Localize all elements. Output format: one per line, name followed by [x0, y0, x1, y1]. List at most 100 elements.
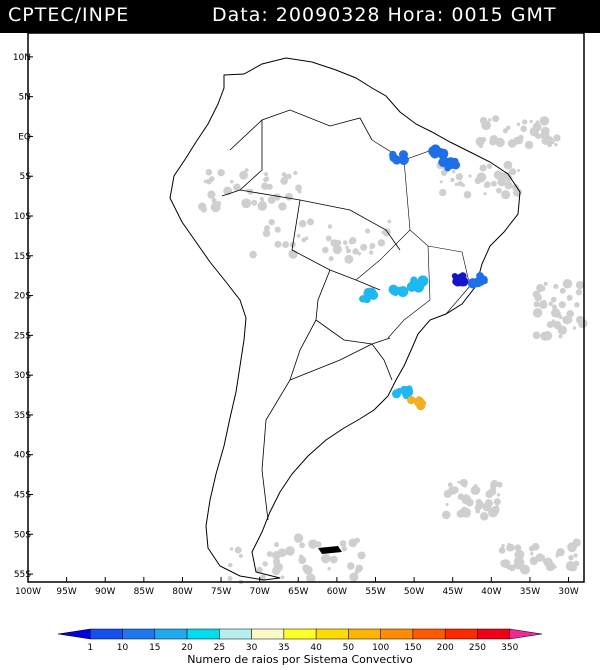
- cloud-speck: [263, 225, 271, 232]
- cloud-speck: [495, 138, 505, 148]
- date-time-label: Data: 20090328 Hora: 0015 GMT: [212, 4, 557, 26]
- cloud-speck: [484, 181, 491, 188]
- lat-label: 10S: [14, 212, 31, 222]
- lat-label: 10N: [13, 53, 31, 63]
- convective-system: [416, 401, 422, 407]
- cloud-speck: [540, 131, 550, 141]
- colorbar-label: 20: [181, 643, 193, 653]
- cloud-speck: [550, 296, 557, 303]
- convective-system: [444, 164, 451, 172]
- cloud-speck: [341, 545, 348, 552]
- cloud-speck: [504, 181, 513, 190]
- cloud-speck: [483, 192, 487, 196]
- falkland-islands: [318, 546, 342, 554]
- lat-label: 50S: [14, 530, 31, 540]
- cloud-speck: [538, 300, 548, 309]
- cloud-speck: [536, 284, 545, 293]
- convective-system: [397, 288, 405, 296]
- colorbar-swatch: [509, 628, 543, 640]
- cloud-speck: [578, 282, 584, 288]
- cloud-speck: [516, 122, 521, 127]
- cloud-speck: [342, 240, 348, 245]
- cloud-speck: [543, 116, 549, 122]
- cloud-speck: [552, 304, 557, 310]
- cloud-speck: [256, 566, 263, 574]
- convective-system: [389, 286, 398, 295]
- cloud-speck: [261, 574, 266, 580]
- cloud-speck: [493, 498, 501, 506]
- cloud-speck: [457, 480, 461, 484]
- colorbar-swatch: [251, 628, 285, 640]
- cloud-speck: [259, 196, 264, 201]
- cloud-speck: [229, 179, 234, 184]
- cloud-speck: [257, 201, 268, 211]
- land-outlines: [169, 57, 521, 581]
- cloud-speck: [532, 290, 541, 298]
- cloud-speck: [543, 281, 548, 286]
- cloud-speck: [332, 244, 342, 255]
- lon-label: 45W: [443, 587, 463, 597]
- cloud-speck: [443, 489, 452, 498]
- colorbar-label: 250: [469, 643, 486, 653]
- lat-label: 35S: [14, 411, 31, 421]
- cloud-speck: [546, 566, 551, 571]
- cloud-speck: [522, 119, 528, 125]
- convective-system: [363, 294, 371, 302]
- cloud-speck: [520, 125, 527, 133]
- cloud-speck: [459, 478, 468, 487]
- cloud-speck: [377, 239, 386, 247]
- cloud-speck: [283, 174, 289, 180]
- cloud-speck: [327, 224, 333, 229]
- cloud-speck: [479, 164, 487, 172]
- cloud-speck: [352, 248, 359, 255]
- cloud-speck: [205, 169, 213, 176]
- cloud-speck: [441, 510, 451, 520]
- satellite-cloud-layer: [198, 115, 588, 585]
- cloud-speck: [572, 326, 577, 330]
- colorbar-swatch: [315, 628, 349, 640]
- colorbar-swatch: [186, 628, 220, 640]
- cloud-speck: [251, 199, 258, 206]
- cloud-speck: [532, 308, 543, 318]
- cloud-speck: [447, 482, 453, 488]
- cloud-speck: [518, 134, 524, 141]
- cloud-speck: [387, 219, 392, 224]
- source-label: CPTEC/INPE: [8, 4, 130, 26]
- cloud-speck: [506, 544, 514, 552]
- cloud-speck: [321, 553, 331, 564]
- cloud-speck: [262, 561, 268, 567]
- lon-label: 35W: [520, 587, 540, 597]
- colorbar-label: 40: [310, 643, 322, 653]
- cloud-speck: [266, 183, 273, 190]
- lat-label: 25S: [14, 331, 31, 341]
- cloud-speck: [439, 188, 447, 197]
- cloud-speck: [531, 542, 540, 551]
- cloud-speck: [496, 493, 501, 497]
- convective-systems: [359, 144, 488, 411]
- cloud-speck: [207, 190, 216, 199]
- colorbar-swatch: [348, 628, 381, 640]
- cloud-speck: [229, 547, 234, 551]
- cloud-speck: [249, 250, 257, 259]
- lon-label: 30W: [558, 587, 578, 597]
- cloud-speck: [241, 198, 252, 209]
- cloud-speck: [532, 122, 542, 132]
- lat-label: 30S: [14, 371, 31, 381]
- cloud-speck: [306, 573, 316, 583]
- cloud-speck: [440, 169, 448, 176]
- cloud-speck: [263, 177, 268, 183]
- cloud-speck: [501, 559, 511, 569]
- cloud-speck: [307, 218, 315, 226]
- cloud-speck: [542, 121, 546, 125]
- convective-system: [418, 278, 428, 287]
- cloud-speck: [575, 289, 583, 296]
- convective-system: [428, 146, 439, 157]
- cloud-speck: [272, 550, 281, 560]
- lat-label: 45S: [14, 490, 31, 500]
- cloud-speck: [211, 197, 217, 203]
- cloud-speck: [562, 315, 572, 325]
- convective-system: [451, 272, 458, 280]
- cloud-speck: [508, 564, 516, 572]
- cloud-speck: [540, 331, 550, 341]
- colorbar-label: 15: [149, 643, 160, 653]
